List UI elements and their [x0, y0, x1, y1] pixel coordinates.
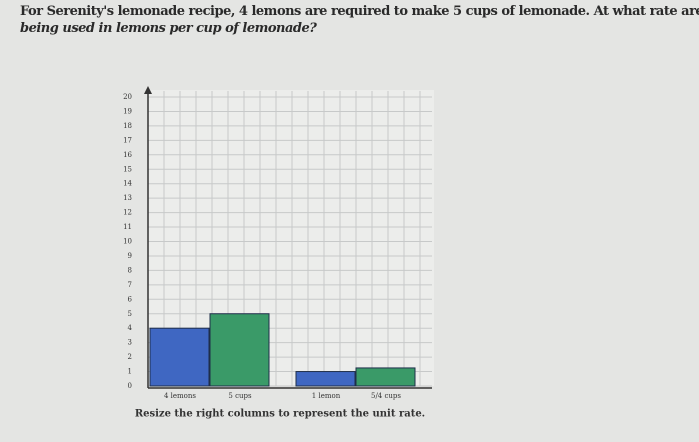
x-tick-label: 1 lemon — [312, 392, 341, 400]
y-tick-label: 8 — [128, 266, 132, 274]
y-tick-label: 17 — [123, 136, 132, 144]
axis-arrow — [144, 86, 152, 94]
y-tick-label: 16 — [123, 151, 132, 159]
y-tick-label: 9 — [128, 252, 132, 260]
bar — [149, 327, 210, 387]
y-tick-label: 2 — [128, 353, 132, 361]
question-line: being used in lemons per cup of lemonade… — [20, 21, 317, 36]
question-line: For Serenity's lemonade recipe, 4 lemons… — [20, 4, 699, 19]
y-tick-label: 10 — [123, 238, 132, 246]
bar — [209, 313, 270, 387]
y-tick-label: 7 — [128, 281, 132, 289]
bar — [295, 371, 356, 387]
y-tick-label: 13 — [123, 194, 132, 202]
y-tick-label: 20 — [123, 93, 132, 101]
x-tick-label: 5/4 cups — [371, 392, 401, 400]
x-tick-label: 4 lemons — [164, 392, 196, 400]
y-tick-label: 12 — [123, 209, 132, 217]
bar — [355, 367, 416, 387]
y-tick-label: 11 — [123, 223, 132, 231]
y-tick-label: 15 — [123, 165, 132, 173]
instruction: Resize the right columns to represent th… — [135, 409, 425, 420]
y-tick-label: 5 — [128, 310, 132, 318]
y-tick-label: 0 — [128, 382, 132, 390]
y-tick-label: 1 — [128, 368, 132, 376]
y-tick-label: 4 — [128, 324, 133, 332]
x-tick-label: 5 cups — [228, 392, 252, 400]
y-tick-label: 19 — [123, 107, 132, 115]
y-tick-label: 14 — [123, 180, 132, 188]
y-tick-label: 3 — [128, 339, 132, 347]
y-tick-label: 6 — [128, 295, 133, 303]
y-tick-label: 18 — [123, 122, 132, 130]
